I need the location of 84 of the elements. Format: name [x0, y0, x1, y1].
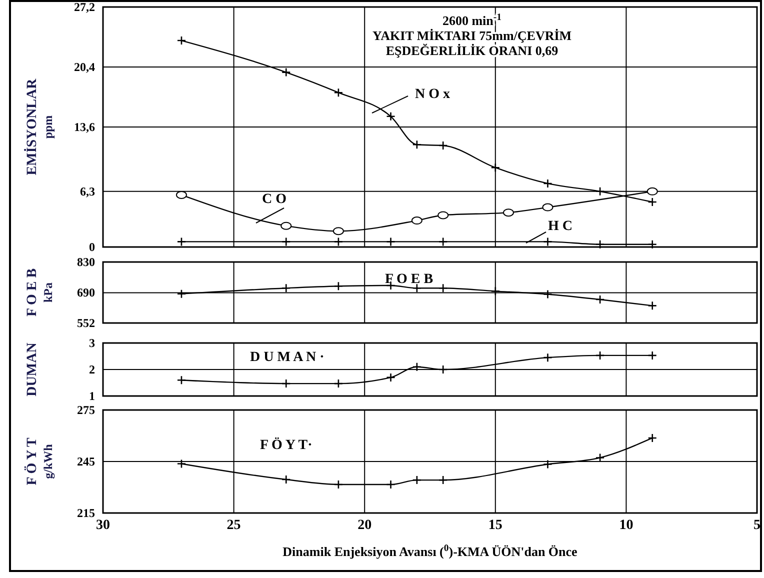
y-tick-label: 690: [77, 286, 95, 300]
point: [648, 301, 658, 310]
point: [334, 281, 344, 291]
point: [648, 350, 658, 360]
point: [595, 350, 605, 360]
point: [438, 364, 448, 374]
point: [176, 375, 186, 385]
point: [176, 190, 187, 199]
point: [648, 240, 658, 250]
point: [543, 290, 552, 299]
x-tick-label: 10: [619, 518, 634, 533]
y-tick-label: 2: [89, 362, 95, 376]
series-label: F Ö Y T·: [260, 437, 312, 453]
point: [280, 222, 292, 230]
y-tick-label: 3: [89, 336, 95, 350]
point: [595, 186, 605, 196]
point: [334, 480, 344, 490]
y-tick-label: 20,4: [74, 60, 95, 74]
point: [438, 283, 448, 293]
y-tick-label: 275: [77, 402, 95, 417]
point: [176, 36, 186, 46]
y-tick-label: 1: [89, 388, 95, 403]
point: [281, 68, 291, 77]
point: [281, 474, 291, 484]
point: [386, 372, 396, 382]
point: [412, 140, 422, 150]
x-tick-label: 20: [358, 518, 372, 533]
y-tick-label: 245: [77, 454, 95, 468]
point: [334, 237, 344, 246]
point: [542, 203, 554, 212]
point: [648, 197, 658, 207]
point: [543, 460, 552, 469]
point: [412, 362, 422, 372]
y-tick-label: 6,3: [80, 184, 95, 198]
point: [281, 283, 291, 293]
point: [502, 208, 514, 217]
series-label: H C: [548, 219, 572, 234]
x-tick-label: 15: [488, 518, 502, 533]
point: [281, 378, 291, 388]
point: [334, 88, 344, 98]
point: [411, 216, 422, 225]
y-tick-label: 0: [89, 240, 95, 254]
y-tick-label: 215: [77, 506, 95, 520]
point: [334, 378, 344, 388]
point: [412, 283, 422, 293]
point: [543, 352, 552, 362]
point: [595, 240, 605, 250]
series-label: D U M A N ·: [250, 350, 324, 365]
point: [490, 162, 500, 172]
series-label: C O: [262, 192, 287, 207]
series-label: F O E B: [385, 272, 434, 287]
point: [490, 286, 500, 296]
point: [176, 459, 186, 468]
point: [386, 112, 396, 122]
y-tick-label: 830: [77, 254, 95, 269]
y-axis-title: DUMAN: [25, 342, 40, 396]
y-axis-title: F Ö Y T g/kWh: [24, 437, 55, 486]
point: [332, 227, 344, 236]
y-axis-title: EMİSYONLAR ppm: [24, 78, 55, 176]
point: [386, 480, 396, 490]
point: [176, 289, 186, 298]
y-axis-title: F O E B kPa: [25, 268, 55, 317]
x-tick-label: 30: [96, 518, 110, 533]
point: [386, 237, 396, 246]
x-tick-label: 5: [754, 518, 760, 533]
point: [438, 237, 448, 246]
point: [646, 187, 658, 196]
point: [412, 475, 422, 485]
y-tick-label: 13,6: [74, 120, 95, 134]
y-tick-label: 552: [77, 316, 95, 330]
point: [595, 294, 605, 304]
point: [438, 140, 448, 150]
point: [438, 211, 449, 220]
point: [281, 237, 291, 246]
point: [176, 237, 186, 246]
point: [595, 453, 605, 462]
point: [543, 237, 552, 246]
y-tick-label: 27,2: [74, 0, 95, 14]
point: [438, 475, 448, 485]
x-axis-title: Dinamik Enjeksiyon Avansı ($^{0}$)-KMA ÜÖN'dan Önce: [282, 542, 578, 559]
x-tick-label: 25: [226, 518, 241, 533]
point: [543, 178, 552, 188]
point: [648, 433, 658, 443]
series-label: N O x: [415, 87, 450, 102]
